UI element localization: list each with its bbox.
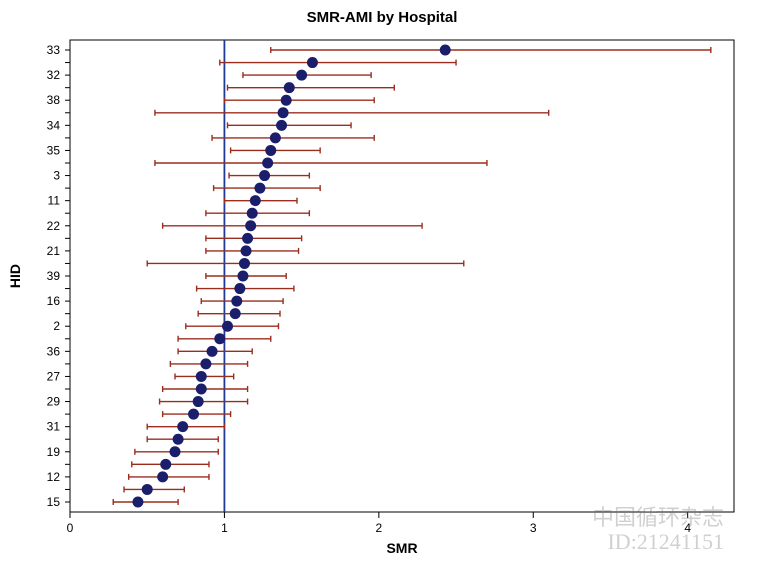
forest-plot-svg: SMR-AMI by Hospital01234SMRHID3332383435… (0, 0, 764, 567)
y-tick-label: 2 (53, 319, 60, 333)
y-tick-label: 19 (47, 445, 61, 459)
y-tick-label: 29 (47, 395, 61, 409)
data-point (245, 220, 256, 231)
x-tick-label: 1 (221, 521, 228, 535)
data-point (239, 258, 250, 269)
y-tick-label: 34 (47, 118, 61, 132)
data-point (196, 384, 207, 395)
data-point (254, 183, 265, 194)
data-point (214, 333, 225, 344)
data-point (270, 132, 281, 143)
x-tick-label: 3 (530, 521, 537, 535)
data-point (259, 170, 270, 181)
data-point (307, 57, 318, 68)
y-tick-label: 33 (47, 43, 61, 57)
y-tick-label: 39 (47, 269, 61, 283)
data-point (142, 484, 153, 495)
data-point (241, 245, 252, 256)
data-point (247, 208, 258, 219)
data-point (278, 107, 289, 118)
x-axis-label: SMR (386, 540, 417, 556)
data-point (173, 434, 184, 445)
y-tick-label: 15 (47, 495, 61, 509)
data-point (230, 308, 241, 319)
watermark-line1: 中国循环杂志 (592, 505, 724, 530)
data-point (160, 459, 171, 470)
data-point (281, 95, 292, 106)
data-point (250, 195, 261, 206)
data-point (262, 158, 273, 169)
data-point (177, 421, 188, 432)
y-tick-label: 27 (47, 369, 61, 383)
data-point (265, 145, 276, 156)
watermark-line2: ID:21241151 (607, 529, 724, 554)
y-tick-label: 12 (47, 470, 61, 484)
data-point (132, 497, 143, 508)
y-axis-label: HID (7, 264, 23, 288)
chart-title: SMR-AMI by Hospital (307, 9, 458, 26)
data-point (193, 396, 204, 407)
y-tick-label: 36 (47, 344, 61, 358)
data-point (222, 321, 233, 332)
data-point (276, 120, 287, 131)
y-tick-label: 11 (48, 194, 61, 208)
data-point (188, 409, 199, 420)
y-tick-label: 3 (53, 169, 60, 183)
x-tick-label: 0 (67, 521, 74, 535)
data-point (196, 371, 207, 382)
data-point (231, 296, 242, 307)
y-tick-label: 22 (47, 219, 61, 233)
data-point (242, 233, 253, 244)
data-point (296, 70, 307, 81)
data-point (170, 446, 181, 457)
data-point (207, 346, 218, 357)
data-point (200, 358, 211, 369)
data-point (157, 471, 168, 482)
y-tick-label: 32 (47, 68, 61, 82)
data-point (440, 45, 451, 56)
y-tick-label: 21 (47, 244, 61, 258)
y-tick-label: 35 (47, 143, 61, 157)
y-tick-label: 38 (47, 93, 61, 107)
data-point (234, 283, 245, 294)
chart-container: SMR-AMI by Hospital01234SMRHID3332383435… (0, 0, 764, 567)
data-point (284, 82, 295, 93)
x-tick-label: 2 (375, 521, 382, 535)
data-point (237, 271, 248, 282)
y-tick-label: 16 (47, 294, 61, 308)
y-tick-label: 31 (47, 420, 61, 434)
